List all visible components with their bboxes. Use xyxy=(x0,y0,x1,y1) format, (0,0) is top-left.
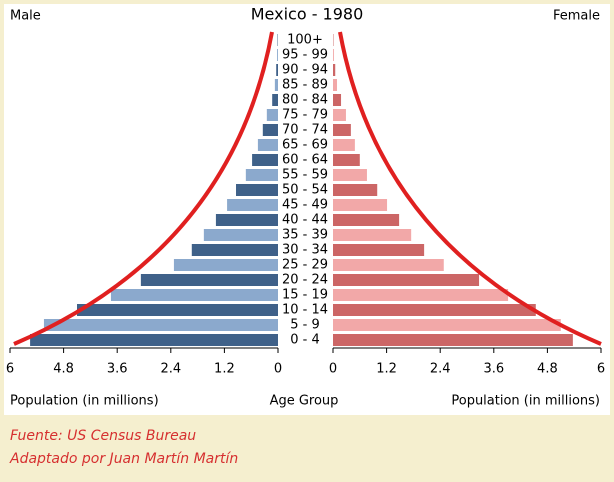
category-label: 65 - 69 xyxy=(282,138,328,153)
x-tick-label: 1.2 xyxy=(214,362,235,377)
category-label: 0 - 4 xyxy=(290,333,320,348)
bar xyxy=(277,49,278,61)
bar xyxy=(174,259,278,271)
bar xyxy=(333,304,536,316)
bar xyxy=(227,199,278,211)
x-axis-label: Population (in millions) xyxy=(10,394,159,409)
bar xyxy=(77,304,278,316)
x-tick-label: 2.4 xyxy=(160,362,181,377)
category-axis-label: Age Group xyxy=(270,394,339,409)
bar xyxy=(267,109,278,121)
bar xyxy=(333,289,508,301)
bar xyxy=(333,139,355,151)
x-tick-label: 2.4 xyxy=(430,362,451,377)
bar xyxy=(333,244,424,256)
x-tick-label: 1.2 xyxy=(376,362,397,377)
x-tick-label: 4.8 xyxy=(537,362,558,377)
bar xyxy=(333,334,573,346)
category-label: 50 - 54 xyxy=(282,183,328,198)
bar xyxy=(333,49,334,61)
category-label: 100+ xyxy=(287,33,323,48)
x-axis-label: Population (in millions) xyxy=(451,394,600,409)
category-label: 60 - 64 xyxy=(282,153,328,168)
bar xyxy=(252,154,278,166)
x-tick-label: 6 xyxy=(597,362,605,377)
x-tick-label: 6 xyxy=(6,362,14,377)
bar xyxy=(333,199,387,211)
bar xyxy=(236,184,278,196)
bar xyxy=(333,184,377,196)
category-label: 80 - 84 xyxy=(282,93,328,108)
legend-female: Female xyxy=(553,9,600,24)
legend-male: Male xyxy=(10,9,41,24)
category-label: 30 - 34 xyxy=(282,243,328,258)
category-label: 75 - 79 xyxy=(282,108,328,123)
category-label: 35 - 39 xyxy=(282,228,328,243)
category-label: 85 - 89 xyxy=(282,78,328,93)
category-label: 55 - 59 xyxy=(282,168,328,183)
chart-title: Mexico - 1980 xyxy=(251,5,364,24)
bar xyxy=(333,214,399,226)
bar xyxy=(272,94,278,106)
bar xyxy=(333,154,360,166)
bar xyxy=(258,139,278,151)
bar xyxy=(333,94,341,106)
category-label: 25 - 29 xyxy=(282,258,328,273)
bar xyxy=(111,289,278,301)
x-tick-label: 4.8 xyxy=(53,362,74,377)
bar xyxy=(333,319,561,331)
bar xyxy=(192,244,278,256)
bar xyxy=(30,334,278,346)
bar xyxy=(333,79,337,91)
category-label: 20 - 24 xyxy=(282,273,328,288)
bar xyxy=(44,319,278,331)
credit: Fuente: US Census Bureau xyxy=(10,428,196,444)
bar xyxy=(141,274,278,286)
bar xyxy=(333,169,367,181)
category-label: 70 - 74 xyxy=(282,123,328,138)
bar xyxy=(333,109,346,121)
bar xyxy=(246,169,278,181)
category-label: 10 - 14 xyxy=(282,303,328,318)
category-label: 40 - 44 xyxy=(282,213,328,228)
x-tick-label: 0 xyxy=(274,362,282,377)
bar xyxy=(333,229,411,241)
bar xyxy=(333,259,444,271)
bar xyxy=(333,274,479,286)
bar xyxy=(333,124,351,136)
bar xyxy=(333,64,335,76)
bar xyxy=(216,214,278,226)
category-label: 15 - 19 xyxy=(282,288,328,303)
bar xyxy=(275,79,278,91)
category-label: 5 - 9 xyxy=(290,318,320,333)
x-tick-label: 3.6 xyxy=(107,362,128,377)
credit: Adaptado por Juan Martín Martín xyxy=(9,451,238,467)
category-label: 95 - 99 xyxy=(282,48,328,63)
bar xyxy=(204,229,278,241)
x-tick-label: 3.6 xyxy=(483,362,504,377)
x-tick-label: 0 xyxy=(329,362,337,377)
bar xyxy=(276,64,278,76)
category-label: 90 - 94 xyxy=(282,63,328,78)
category-label: 45 - 49 xyxy=(282,198,328,213)
bar xyxy=(263,124,278,136)
